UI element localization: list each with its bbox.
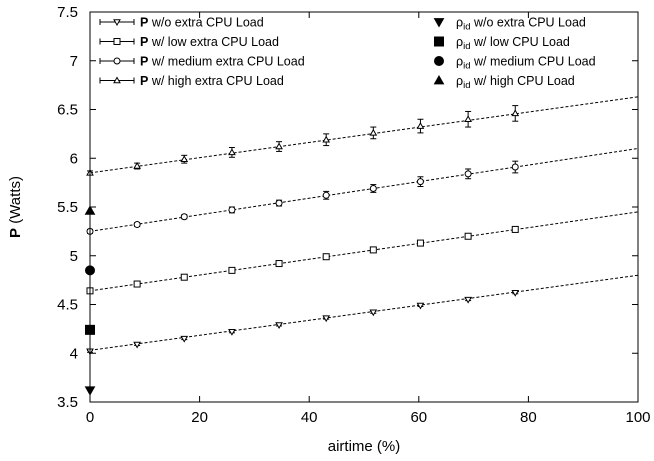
legend-entry-2: P w/ low extra CPU Load	[99, 35, 279, 49]
legend-marker	[113, 19, 121, 27]
data-point	[228, 206, 236, 214]
data-point	[416, 239, 424, 247]
data-point	[275, 142, 283, 150]
x-axis-label: airtime (%)	[328, 438, 401, 455]
y-axis-label-unit: (Watts)	[7, 176, 24, 228]
data-point	[416, 122, 425, 129]
data-point	[464, 296, 472, 304]
y-tick-label: 6	[70, 150, 78, 167]
y-tick-label: 3.5	[57, 394, 78, 411]
data-point	[369, 309, 378, 317]
series-2	[86, 211, 639, 295]
legend-entry-5: ρid w/o extra CPU Load	[433, 16, 586, 33]
legend-entry-6: ρid w/ low CPU Load	[434, 35, 570, 52]
data-point	[416, 302, 425, 310]
data-point	[133, 221, 141, 229]
fit-line	[89, 211, 639, 292]
data-point	[133, 162, 141, 169]
y-tick-label: 7.5	[57, 4, 78, 21]
data-point	[275, 260, 283, 268]
axis-ticks: 0 20 40 60 80 100 3.5 4 4.5 5 5.5 6 6.5 7 7.5	[57, 4, 650, 426]
legend-entry-8: ρid w/ high CPU Load	[433, 74, 575, 91]
y-tick-label: 5	[70, 248, 78, 265]
series-3	[86, 148, 639, 235]
legend-marker	[113, 76, 121, 84]
data-point	[369, 184, 377, 192]
data-point	[322, 253, 330, 261]
y-tick-label: 4.5	[57, 297, 78, 314]
legend-marker	[434, 56, 444, 66]
data-point	[369, 246, 377, 254]
x-tick-label: 60	[410, 409, 427, 426]
data-point	[180, 273, 188, 281]
y-axis-label: P (Watts)	[7, 176, 24, 238]
legend-label: P w/ low extra CPU Load	[140, 35, 279, 49]
fit-line	[89, 148, 639, 232]
legend-label: ρid w/ high CPU Load	[456, 74, 575, 91]
y-tick-label: 6.5	[57, 102, 78, 119]
x-tick-label: 40	[301, 409, 318, 426]
plot-marks	[84, 96, 639, 396]
legend-label: P w/o extra CPU Load	[140, 16, 264, 30]
data-point	[511, 109, 520, 117]
legend-label: ρid w/ medium CPU Load	[456, 55, 596, 72]
legend-marker	[113, 38, 121, 45]
data-point	[322, 191, 330, 199]
data-point	[133, 280, 141, 288]
legend-entry-7: ρid w/ medium CPU Load	[434, 55, 596, 72]
data-point	[464, 232, 472, 240]
y-tick-label: 4	[70, 345, 78, 362]
data-point	[275, 322, 283, 329]
x-tick-label: 20	[191, 409, 208, 426]
fit-line	[89, 274, 639, 351]
legend-marker	[433, 74, 445, 85]
legend-entry-1: P w/o extra CPU Load	[99, 16, 264, 30]
data-point	[180, 155, 189, 162]
legend-marker	[434, 36, 444, 47]
data-point	[322, 135, 331, 143]
data-point	[511, 163, 519, 171]
plot-frame	[89, 11, 639, 403]
legend-label: ρid w/o extra CPU Load	[456, 16, 586, 33]
data-point	[511, 290, 520, 297]
legend-label: P w/ medium extra CPU Load	[140, 55, 305, 69]
data-point	[464, 115, 472, 122]
legend-label: P w/ high extra CPU Load	[140, 74, 284, 88]
data-point	[322, 315, 331, 323]
data-point	[275, 199, 283, 207]
data-point	[228, 148, 236, 156]
data-point	[133, 341, 141, 349]
legend-label: ρid w/ low CPU Load	[456, 35, 570, 52]
legend-entry-3: P w/ medium extra CPU Load	[99, 55, 305, 69]
legend: P w/o extra CPU Load P w/ low extra CPU L…	[99, 16, 596, 91]
x-tick-label: 100	[625, 409, 650, 426]
data-point	[180, 213, 188, 221]
fit-line	[89, 96, 639, 174]
y-tick-label: 5.5	[57, 199, 78, 216]
data-point	[416, 178, 424, 186]
y-axis-label-symbol: P	[7, 228, 24, 238]
x-tick-label: 80	[520, 409, 537, 426]
legend-marker	[433, 18, 445, 28]
legend-entry-4: P w/ high extra CPU Load	[99, 74, 284, 88]
data-point	[180, 335, 189, 343]
legend-marker	[113, 57, 121, 65]
data-point	[511, 225, 519, 233]
data-point	[228, 266, 236, 274]
series-1	[86, 274, 639, 356]
x-tick-label: 0	[86, 409, 94, 426]
data-point	[228, 329, 236, 336]
data-point	[464, 170, 472, 178]
series-4	[86, 96, 639, 176]
data-point	[369, 128, 378, 136]
y-tick-label: 7	[70, 53, 78, 70]
